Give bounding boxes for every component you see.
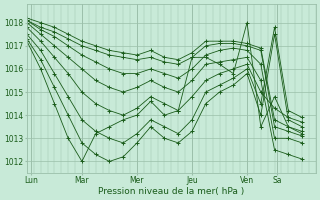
X-axis label: Pression niveau de la mer( hPa ): Pression niveau de la mer( hPa ) <box>98 187 244 196</box>
